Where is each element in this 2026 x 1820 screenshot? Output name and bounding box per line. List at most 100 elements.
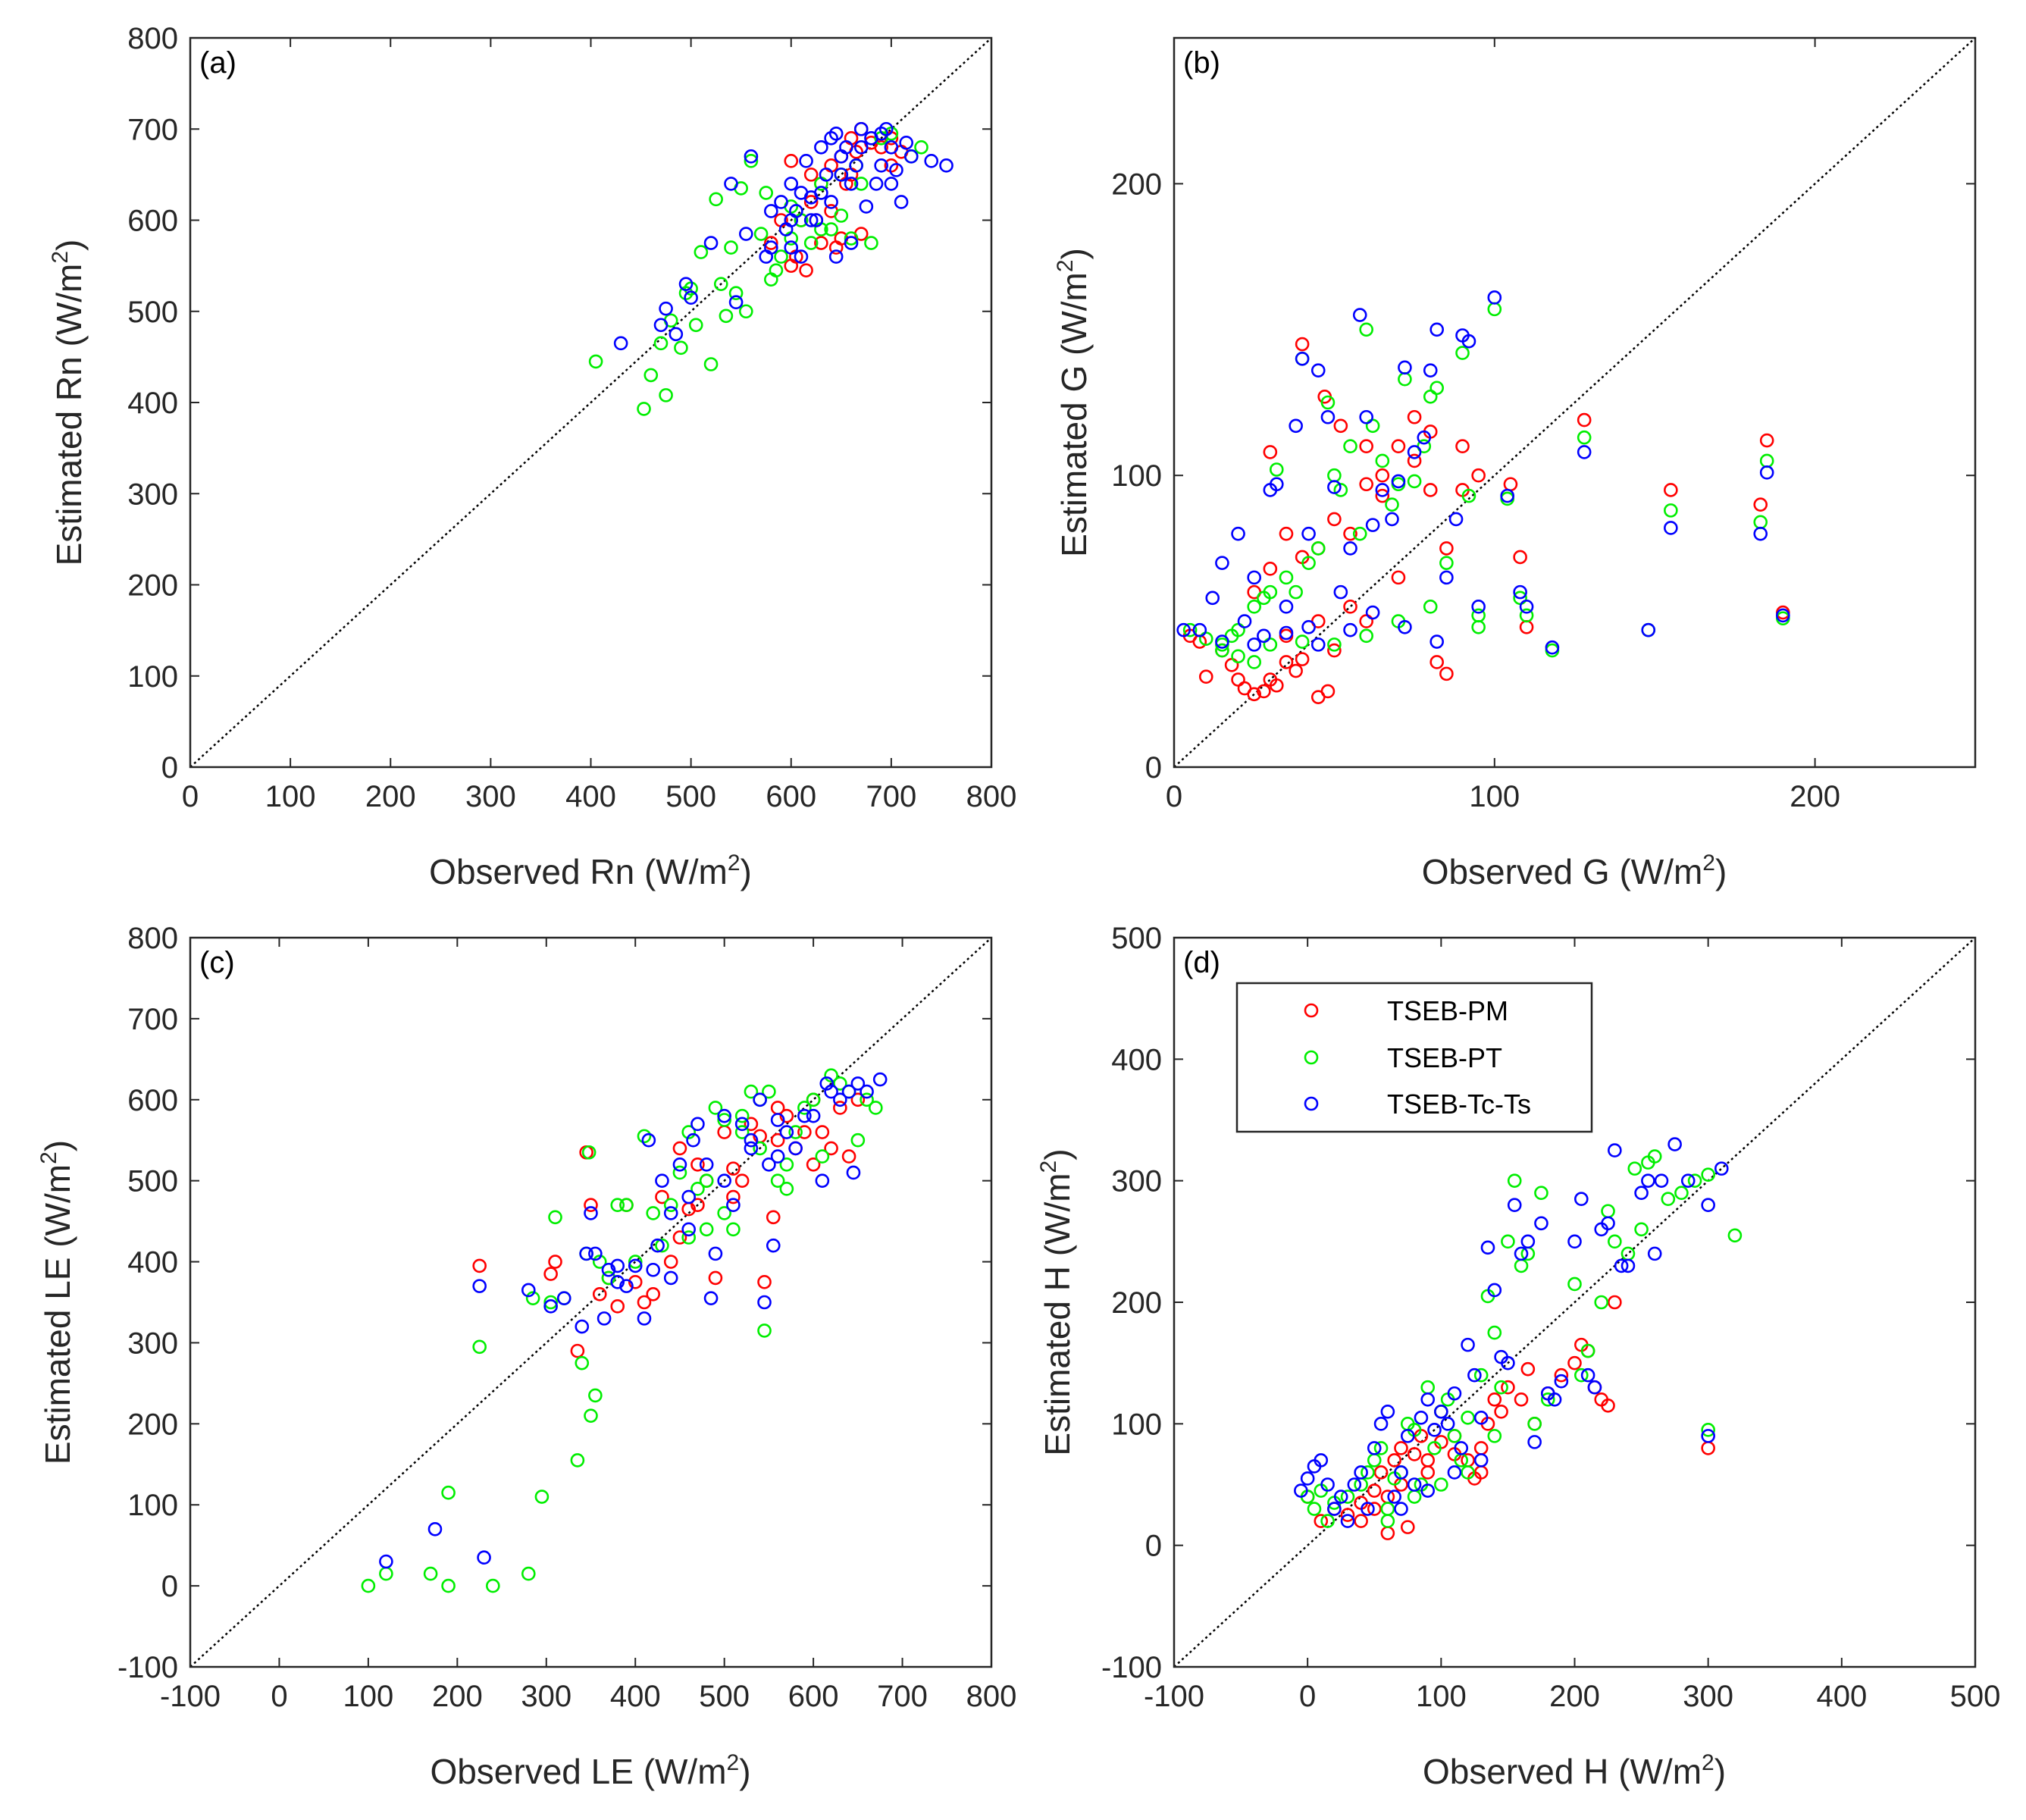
panel-d-point-tseb-tc-ts	[1601, 1216, 1615, 1231]
panel-b-point-tseb-tc-ts	[1664, 521, 1678, 535]
panel-c-point-tseb-pt	[850, 1132, 866, 1148]
panel-c-point-tseb-tc-ts	[628, 1258, 643, 1273]
panel-d-point-tseb-pt	[1580, 1343, 1595, 1358]
panel-b-point-tseb-tc-ts	[1753, 526, 1768, 541]
panel-b-point-tseb-tc-ts	[1257, 628, 1271, 644]
panel-a-x-tick-label: 0	[182, 780, 199, 813]
panel-b-point-tseb-tc-ts	[1365, 518, 1380, 532]
panel-d-point-tseb-pt	[1627, 1161, 1642, 1176]
panel-a-point-tseb-tc-ts	[764, 240, 778, 255]
panel-a-point-tseb-tc-ts	[924, 154, 939, 168]
panel-c-point-tseb-pt	[734, 1125, 750, 1139]
panel-d-point-tseb-pm	[1514, 1392, 1529, 1407]
panel-a-point-tseb-tc-ts	[678, 277, 694, 291]
panel-b-point-tseb-pm	[1359, 477, 1373, 492]
panel-d-point-tseb-pt	[1494, 1380, 1508, 1395]
panel-b-point-tseb-pm	[1429, 655, 1444, 669]
panel-c-point-tseb-pm	[548, 1255, 562, 1269]
panel-c-point-tseb-pm	[637, 1295, 652, 1310]
panel-b-point-tseb-tc-ts	[1279, 600, 1294, 614]
panel-c-point-tseb-tc-ts	[726, 1198, 741, 1213]
panel-d-point-tseb-tc-ts	[1680, 1173, 1696, 1188]
panel-d-point-tseb-pm	[1420, 1465, 1436, 1480]
panel-a-x-tick-label: 500	[665, 780, 716, 813]
panel-c-point-tseb-pm	[734, 1173, 750, 1188]
panel-d-point-tseb-pm	[1340, 1508, 1355, 1522]
panel-d-point-tseb-pm	[1373, 1465, 1389, 1480]
panel-c-point-tseb-tc-ts	[788, 1141, 803, 1156]
panel-d-tag: (d)	[1183, 946, 1220, 979]
panel-b-tag: (b)	[1183, 46, 1220, 80]
panel-d-point-tseb-pm	[1394, 1441, 1408, 1455]
panel-c-x-axis-label: Observed LE (W/m2)	[430, 1750, 750, 1791]
panel-c-point-tseb-tc-ts	[766, 1238, 781, 1253]
panel-d-point-tseb-pt	[1674, 1186, 1689, 1200]
panel-a-point-tseb-pt	[653, 336, 669, 351]
panel-b-point-tseb-pt	[1352, 526, 1367, 541]
panel-c-y-tick-label: 200	[127, 1408, 178, 1441]
panel-a-point-tseb-tc-ts	[869, 177, 884, 191]
panel-d-point-tseb-pm	[1314, 1514, 1329, 1528]
panel-b-point-tseb-tc-ts	[1759, 465, 1774, 480]
panel-c-point-tseb-tc-ts	[575, 1319, 590, 1334]
panel-c-point-tseb-tc-ts	[753, 1092, 767, 1107]
panel-b-point-tseb-tc-ts	[1295, 351, 1310, 366]
panel-b-point-tseb-pt	[1310, 541, 1326, 556]
panel-d-point-tseb-pt	[1427, 1441, 1442, 1455]
panel-c-point-tseb-tc-ts	[833, 1092, 847, 1107]
legend-marker-tseb-tc-ts	[1304, 1096, 1319, 1111]
panel-d-point-tseb-tc-ts	[1620, 1258, 1636, 1273]
panel-b-point-tseb-pm	[1247, 687, 1261, 702]
panel-a-point-tseb-pt	[703, 357, 719, 371]
panel-b-point-tseb-pm	[1391, 439, 1406, 454]
panel-c-y-tick-label: 400	[127, 1246, 178, 1280]
panel-c-point-tseb-pt	[592, 1255, 607, 1269]
panel-b-point-tseb-tc-ts	[1461, 334, 1476, 349]
panel-a-point-tseb-tc-ts	[828, 126, 844, 141]
panel-d-point-tseb-pm	[1354, 1514, 1368, 1528]
panel-a-point-tseb-tc-ts	[859, 199, 874, 214]
panel-d-point-tseb-tc-ts	[1654, 1173, 1669, 1188]
panel-a-point-tseb-tc-ts	[774, 195, 788, 209]
panel-b-point-tseb-tc-ts	[1429, 634, 1444, 649]
panel-c-point-tseb-pt	[690, 1182, 705, 1196]
panel-b-point-tseb-pt	[1182, 622, 1198, 637]
panel-c-point-tseb-pt	[637, 1129, 652, 1144]
panel-b-point-tseb-pt	[1247, 600, 1261, 614]
panel-b-x-tick-label: 0	[1166, 780, 1182, 813]
panel-a-point-tseb-pm	[803, 168, 819, 182]
panel-b-point-tseb-pm	[1263, 562, 1278, 576]
panel-b-point-tseb-tc-ts	[1352, 308, 1367, 322]
panel-c-point-tseb-tc-ts	[601, 1262, 616, 1277]
panel-a-y-axis-label: Estimated Rn (W/m2)	[48, 240, 89, 566]
panel-a-point-tseb-tc-ts	[703, 236, 719, 250]
panel-c-y-tick-label: 100	[127, 1489, 178, 1522]
panel-d-y-tick-label: 500	[1111, 922, 1162, 955]
panel-b-point-tseb-tc-ts	[1215, 634, 1229, 649]
panel-b-point-tseb-tc-ts	[1417, 430, 1432, 445]
panel-b-point-tseb-tc-ts	[1215, 556, 1229, 570]
panel-c-point-tseb-tc-ts	[797, 1108, 812, 1123]
panel-d-point-tseb-tc-ts	[1427, 1423, 1442, 1437]
panel-d-point-tseb-tc-ts	[1701, 1198, 1715, 1213]
panel-a-point-tseb-tc-ts	[784, 240, 799, 255]
panel-b-x-axis-label: Observed G (W/m2)	[1422, 850, 1727, 891]
panel-d-point-tseb-tc-ts	[1487, 1283, 1502, 1298]
panel-c-point-tseb-tc-ts	[681, 1189, 696, 1204]
panel-c-point-tseb-pm	[655, 1189, 669, 1204]
panel-d-point-tseb-pm	[1400, 1520, 1415, 1534]
panel-c-point-tseb-tc-ts	[815, 1173, 830, 1188]
panel-c-point-tseb-tc-ts	[757, 1295, 772, 1310]
panel-b-point-tseb-tc-ts	[1343, 622, 1357, 637]
panel-b-point-tseb-pm	[1295, 652, 1310, 666]
panel-c-point-tseb-pt	[770, 1173, 785, 1188]
panel-b-y-tick-label: 200	[1111, 168, 1162, 201]
panel-b-point-tseb-pm	[1407, 453, 1422, 468]
panel-c-y-axis-label: Estimated LE (W/m2)	[36, 1140, 77, 1464]
panel-b-point-tseb-pm	[1439, 541, 1454, 556]
panel-c-y-tick-label: 300	[127, 1327, 178, 1360]
panel-b-point-tseb-pt	[1333, 483, 1348, 497]
panel-a-points	[588, 121, 954, 416]
panel-b-point-tseb-tc-ts	[1289, 418, 1303, 434]
panel-c-point-tseb-pm	[584, 1198, 598, 1213]
